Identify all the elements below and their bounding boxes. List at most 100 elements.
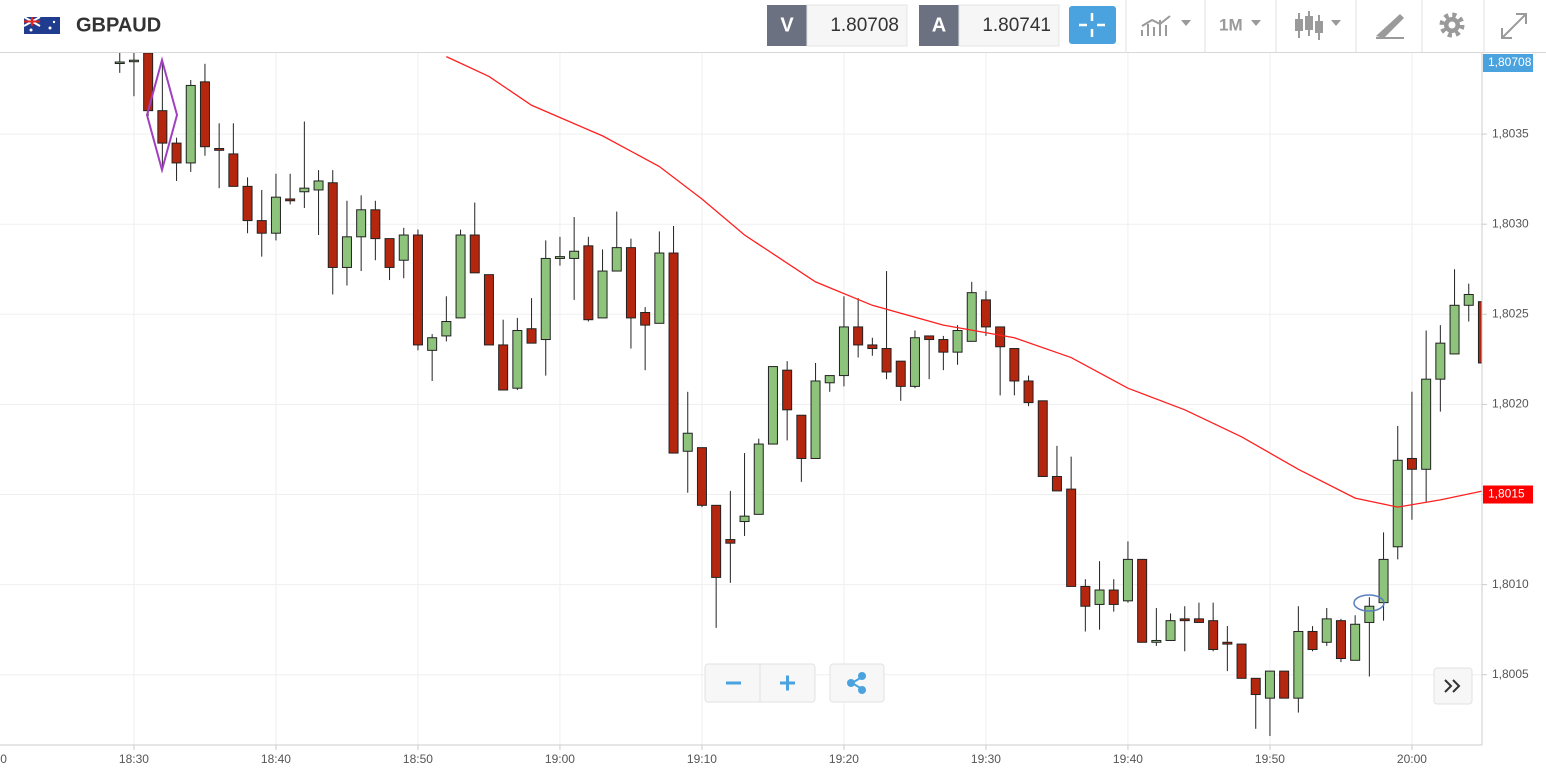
x-tick-label: 19:30 (971, 752, 1001, 766)
grid (0, 53, 1482, 745)
candle-body (640, 312, 651, 326)
candle-body (157, 110, 168, 144)
bid-button[interactable] (767, 5, 807, 46)
bid-label: V (780, 14, 794, 36)
candle-body (853, 326, 864, 346)
candle-body (455, 234, 466, 319)
candle-body (1335, 620, 1346, 659)
candle-body (285, 198, 296, 202)
ask-button[interactable] (919, 5, 959, 46)
candle-body (810, 380, 821, 459)
candle-body (1392, 459, 1403, 548)
candle-body (1449, 304, 1460, 355)
y-tick-label: 1,8030 (1492, 216, 1529, 230)
candle-body (1080, 585, 1091, 607)
y-tick-label: 1,8020 (1492, 397, 1529, 411)
candle-body (924, 335, 935, 341)
ask-price: 1.80741 (982, 15, 1051, 36)
drawing-tools[interactable] (1376, 14, 1404, 39)
candle-body (569, 250, 580, 259)
y-tick-label: 1,8005 (1492, 667, 1529, 681)
candle-body (938, 339, 949, 353)
candle-body (867, 344, 878, 350)
candle-body (228, 153, 239, 187)
candle-body (1151, 639, 1162, 643)
zoom-controls (704, 663, 816, 703)
candle-body (1477, 301, 1482, 364)
x-tick-label: 18:40 (261, 752, 291, 766)
candle-body (1193, 618, 1204, 623)
candle-body (1051, 475, 1062, 492)
candle-body (214, 148, 225, 151)
candle-body (441, 321, 452, 337)
candle-body (1293, 630, 1304, 699)
x-tick-label: 19:40 (1113, 752, 1143, 766)
moving-average-line (446, 56, 1482, 508)
candle-body (796, 414, 807, 459)
price-badge (1483, 54, 1533, 72)
candle-body (1364, 605, 1375, 623)
candle-body (1137, 558, 1148, 643)
candle-body (1037, 400, 1048, 477)
zoom-in[interactable] (780, 675, 795, 691)
ask-box (958, 4, 1060, 47)
share-button[interactable] (829, 663, 885, 703)
candle-body (1463, 293, 1474, 306)
timeframe-menu[interactable]: 1M (1219, 15, 1261, 34)
candle-body (185, 84, 196, 164)
candle-body (512, 330, 523, 389)
crosshair-button[interactable] (1069, 6, 1116, 44)
candle-body (1165, 620, 1176, 641)
chart-type-menu[interactable] (1141, 15, 1191, 36)
candle-body (711, 504, 722, 578)
candle-body (540, 257, 551, 341)
candle-body (427, 337, 438, 351)
candle-body (995, 326, 1006, 348)
candle-body (782, 369, 793, 411)
bid-box (806, 4, 908, 47)
x-tick-label: 18:30 (119, 752, 149, 766)
candle-body (498, 344, 509, 391)
candle-body (668, 252, 679, 454)
candle-body (611, 247, 622, 272)
candle-body (398, 234, 409, 261)
candle-body (526, 328, 537, 344)
candle-body (128, 59, 139, 63)
candle-body (696, 447, 707, 506)
bid-price: 1.80708 (830, 15, 899, 36)
candle-body (980, 299, 991, 328)
candle-body (114, 61, 125, 65)
ask-label: A (932, 14, 946, 36)
candle-body (1222, 641, 1233, 645)
candle-body (1421, 378, 1432, 470)
axes: 1,8005 1,8010 1,8015 1,8020 1,8025 1,8030 1,80… (0, 54, 1533, 766)
candle-body (1378, 558, 1389, 604)
settings-button[interactable] (1439, 12, 1465, 38)
candle-body (881, 348, 892, 373)
candle-body (270, 196, 281, 234)
candle-style-menu[interactable] (1295, 11, 1341, 40)
candle-body (1250, 677, 1261, 696)
x-tick-label: 18:50 (403, 752, 433, 766)
candle-body (682, 432, 693, 452)
x-tick-label: 19:10 (687, 752, 717, 766)
fullscreen-button[interactable] (1501, 13, 1527, 39)
candle-body (597, 270, 608, 319)
y-tick-label: 1,8035 (1492, 126, 1529, 140)
candle-body (1435, 342, 1446, 380)
candle-body (1108, 589, 1119, 605)
candle-body (625, 247, 636, 319)
candle-body (838, 326, 849, 377)
candle-body (384, 238, 395, 268)
candle-body (1122, 558, 1133, 602)
candle-body (313, 180, 324, 191)
ellipse-drawing (1353, 594, 1385, 612)
candle-body (199, 81, 210, 148)
scroll-end-button[interactable] (1433, 667, 1473, 705)
price-badge-label: 1,8015 (1488, 487, 1525, 501)
candle-body (370, 209, 381, 240)
x-tick-label: 19:20 (829, 752, 859, 766)
candle-body (299, 187, 310, 193)
candle-body (1406, 457, 1417, 470)
